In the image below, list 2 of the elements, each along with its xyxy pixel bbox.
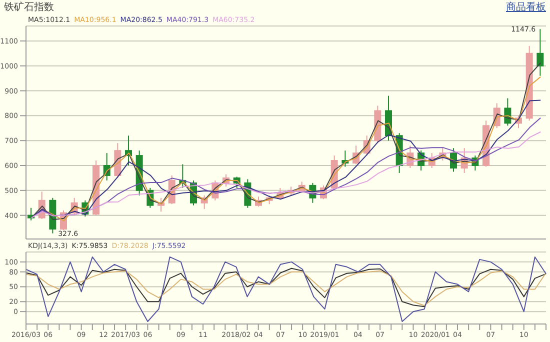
chart-title: 铁矿石指数 xyxy=(4,0,54,14)
text: 商品看板 xyxy=(506,0,546,14)
